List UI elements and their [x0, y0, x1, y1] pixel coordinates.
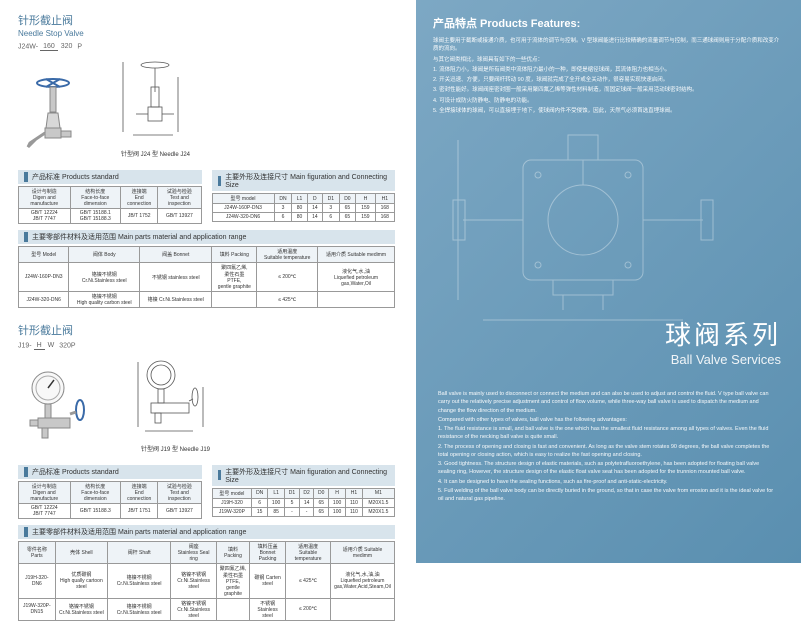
s2-diagrams: 针型阀 J19 型 Needle J19 — [18, 357, 395, 453]
s2-model-label: J19- HW 320P — [18, 341, 395, 350]
valve-gauge-icon — [18, 368, 103, 453]
s2-size-table: 型号 modelDNL1D1D2D0HH1M1J19H-320610051465… — [212, 488, 396, 517]
s1-size-table: 型号 modelDNL1DD1D0HH1J24W-160P-DN33801436… — [212, 193, 396, 222]
s1-mat-header: 主要零部件材料及适用范围 Main parts material and app… — [18, 230, 395, 244]
series-cn: 球阀系列 — [665, 315, 781, 352]
s1-model-label: J24W- 160320 P — [18, 42, 395, 51]
section-j24: 针形截止阀 Needle Stop Valve J24W- 160320 P — [18, 12, 395, 308]
section-j19: 针形截止阀 J19- HW 320P — [18, 322, 395, 620]
s1-std-table: 设计与制造Digen and manufacture结构长度Face-to-fa… — [18, 186, 202, 224]
valve-drawing-j19: 针型阀 J19 型 Needle J19 — [133, 357, 218, 453]
s1-caption: 针型阀 J24 型 Needle J24 — [121, 149, 190, 158]
s1-size-header: 主要外形及连接尺寸 Main figuration and Connecting… — [212, 170, 396, 191]
s1-diagrams: 针型阀 J24 型 Needle J24 — [18, 57, 395, 158]
blueprint-drawing — [443, 130, 723, 330]
left-page: 针形截止阀 Needle Stop Valve J24W- 160320 P — [0, 0, 413, 563]
s1-std-header: 产品标准 Products standard — [18, 170, 202, 184]
features-title: 产品特点 Products Features: — [433, 15, 781, 31]
valve-drawing-j24: 针型阀 J24 型 Needle J24 — [118, 57, 193, 158]
s2-mat-table: 零件名称 Parts壳体 Shell阀杆 Shaft阀座Stainless Se… — [18, 541, 395, 621]
bottom-text: Ball valve is mainly used to disconnect … — [438, 390, 776, 504]
valve-icon — [18, 73, 88, 158]
s2-mat-header: 主要零部件材料及适用范围 Main parts material and app… — [18, 525, 395, 539]
series-title: 球阀系列 Ball Valve Services — [665, 315, 781, 367]
valve-photo-j19 — [18, 368, 103, 453]
right-page: 产品特点 Products Features: 球阀主要用于截断或接通介质，也可… — [413, 0, 801, 563]
s2-std-table: 设计与制造Digen and manufacture结构长度Face-to-fa… — [18, 481, 202, 519]
s1-mat-table: 型号 Model阀体 Body阀盖 Bonnet填料 Packing适用温度Su… — [18, 246, 395, 308]
series-en: Ball Valve Services — [665, 352, 781, 367]
s2-size-header: 主要外形及连接尺寸 Main figuration and Connecting… — [212, 465, 396, 486]
valve-photo-j24 — [18, 73, 88, 158]
s1-title-en: Needle Stop Valve — [18, 29, 395, 38]
drawing-icon — [118, 57, 193, 147]
drawing-icon — [133, 357, 218, 442]
features-text: 球阀主要用于截断或接通介质，也可用于流体的调节与控制。V 型球阀能进行比较精确的… — [433, 37, 781, 115]
s2-std-header: 产品标准 Products standard — [18, 465, 202, 479]
s2-title-cn: 针形截止阀 — [18, 322, 395, 338]
s1-title-cn: 针形截止阀 — [18, 12, 395, 28]
s2-caption: 针型阀 J19 型 Needle J19 — [141, 444, 210, 453]
